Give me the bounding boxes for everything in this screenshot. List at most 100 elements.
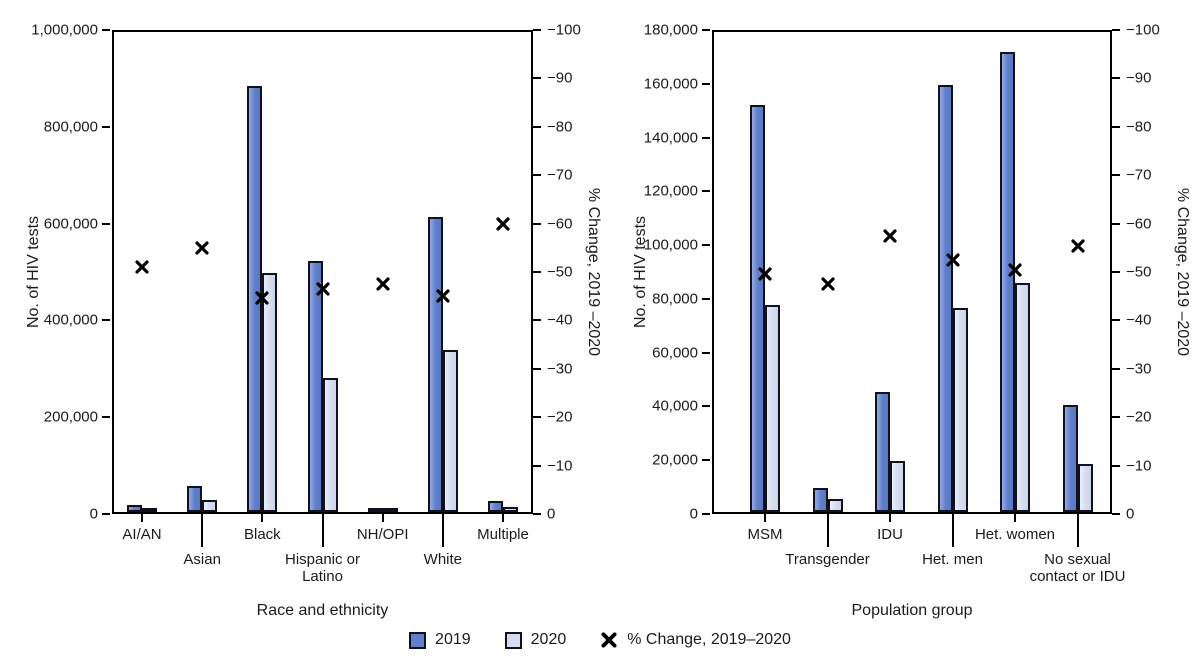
category-tick bbox=[889, 514, 891, 522]
legend: 2019 2020 % Change, 2019–2020 bbox=[0, 631, 1200, 649]
bar-2020 bbox=[827, 498, 843, 512]
pct-change-marker bbox=[820, 276, 836, 292]
pct-axis-tick-label: −60 bbox=[1126, 215, 1152, 233]
pct-axis-tick bbox=[533, 222, 541, 225]
pct-axis-tick bbox=[533, 29, 541, 31]
pct-axis-tick bbox=[1112, 271, 1120, 273]
bar-2020 bbox=[142, 508, 157, 512]
race-ethnicity-chart: 0 200,000 400,000 600,000 800,000 1,000,000 0 −… bbox=[31, 22, 581, 586]
y-axis-tick-label: 180,000 bbox=[643, 21, 698, 39]
pct-axis-tick-label: −100 bbox=[1126, 21, 1160, 39]
pct-axis-tick bbox=[1112, 416, 1120, 419]
pct-change-marker bbox=[315, 281, 331, 297]
bar-2019 bbox=[307, 260, 323, 512]
y-axis-tick-label: 40,000 bbox=[652, 397, 698, 415]
bar-2019 bbox=[750, 105, 765, 512]
category-label: No sexual bbox=[1044, 551, 1111, 568]
pct-axis-tick bbox=[533, 367, 541, 370]
pct-axis-tick bbox=[1112, 125, 1120, 128]
pct-axis-tick-label: −20 bbox=[547, 408, 573, 426]
category-tick bbox=[201, 514, 204, 547]
pct-change-marker bbox=[495, 216, 511, 232]
pct-axis-tick bbox=[1112, 77, 1120, 80]
category-tick bbox=[441, 514, 444, 547]
category-label: Transgender bbox=[785, 551, 870, 568]
legend-item-pct-change: % Change, 2019–2020 bbox=[600, 631, 791, 649]
bar-2019 bbox=[367, 508, 383, 512]
y-axis-tick bbox=[702, 82, 710, 85]
pct-axis-tick-label: −10 bbox=[547, 457, 573, 475]
bar-2019 bbox=[127, 504, 142, 512]
category-tick bbox=[1076, 514, 1079, 547]
pct-change-marker bbox=[194, 240, 210, 256]
pct-axis-tick bbox=[533, 464, 541, 467]
pct-change-marker bbox=[757, 266, 773, 282]
pct-axis-tick-label: −100 bbox=[547, 21, 581, 39]
pct-axis-tick bbox=[1112, 319, 1120, 322]
bar-2020 bbox=[322, 377, 338, 512]
category-label: MSM bbox=[747, 526, 783, 543]
category-label: Hispanic or bbox=[284, 551, 361, 568]
pct-axis-tick bbox=[1112, 222, 1120, 225]
pct-axis-tick-label: −70 bbox=[547, 166, 573, 184]
pct-axis-tick-label: −30 bbox=[547, 360, 573, 378]
category-tick bbox=[1014, 514, 1016, 522]
pct-axis-tick bbox=[533, 513, 541, 515]
pct-axis-tick-label: −90 bbox=[547, 69, 573, 87]
pct-axis-tick-label: −40 bbox=[1126, 311, 1152, 329]
pct-change-marker bbox=[1070, 238, 1086, 254]
y-axis-tick bbox=[702, 136, 710, 139]
y-axis-tick bbox=[702, 351, 710, 354]
bar-2020 bbox=[262, 273, 278, 512]
category-label: Black bbox=[243, 526, 281, 543]
pct-axis-tick-label: −60 bbox=[547, 215, 573, 233]
y-axis-tick bbox=[102, 125, 110, 128]
y-axis-tick-label: 140,000 bbox=[643, 129, 698, 147]
category-tick bbox=[764, 514, 766, 522]
bar-2020 bbox=[765, 305, 780, 512]
category-label: Het. men bbox=[922, 551, 983, 568]
pct-axis-tick bbox=[533, 271, 541, 273]
category-tick bbox=[381, 514, 384, 522]
y-axis-tick bbox=[102, 222, 110, 225]
pct-change-marker bbox=[375, 276, 391, 292]
legend-2020-swatch bbox=[504, 631, 522, 649]
bar-2019 bbox=[187, 486, 203, 512]
population-group-chart: 0 20,000 40,000 60,000 80,000 100,000 120,000 1… bbox=[644, 22, 1160, 586]
category-label: Multiple bbox=[477, 526, 529, 543]
pct-axis-tick-label: −70 bbox=[1126, 166, 1152, 184]
pct-change-marker bbox=[945, 252, 961, 268]
pct-change-marker bbox=[1007, 262, 1023, 278]
bar-2019 bbox=[812, 488, 828, 512]
y-axis-tick-label: 20,000 bbox=[652, 451, 698, 469]
category-label: Het. women bbox=[974, 526, 1056, 543]
category-tick bbox=[826, 514, 829, 547]
y-axis-tick bbox=[102, 319, 110, 322]
pct-axis-tick bbox=[1112, 367, 1120, 370]
bar-2020 bbox=[952, 308, 968, 512]
legend-2019-label: 2019 bbox=[435, 631, 471, 648]
y-axis-tick bbox=[702, 405, 710, 408]
y-axis-tick-label: 60,000 bbox=[652, 344, 698, 362]
y-axis-tick-label: 80,000 bbox=[652, 290, 698, 308]
y-axis-tick-label: 0 bbox=[689, 505, 698, 523]
bar-2019 bbox=[427, 216, 443, 512]
pct-axis-tick bbox=[533, 319, 541, 322]
pct-change-marker bbox=[134, 259, 150, 275]
bar-2020 bbox=[202, 500, 218, 512]
pct-change-marker bbox=[882, 228, 898, 244]
bar-2019 bbox=[1000, 52, 1015, 512]
y-axis-tick-label: 160,000 bbox=[643, 75, 698, 93]
y-axis-tick bbox=[702, 297, 710, 300]
y-axis-tick-label: 400,000 bbox=[43, 311, 98, 329]
plot-area bbox=[712, 30, 1112, 514]
category-label: IDU bbox=[877, 526, 903, 543]
bar-2019 bbox=[488, 501, 504, 512]
y-axis-tick-label: 600,000 bbox=[43, 215, 98, 233]
legend-pct-change-label: % Change, 2019–2020 bbox=[627, 631, 791, 648]
pct-axis-tick bbox=[533, 416, 541, 419]
pct-axis-tick-label: −50 bbox=[547, 263, 573, 281]
category-tick bbox=[951, 514, 954, 547]
bar-2019 bbox=[875, 392, 890, 512]
